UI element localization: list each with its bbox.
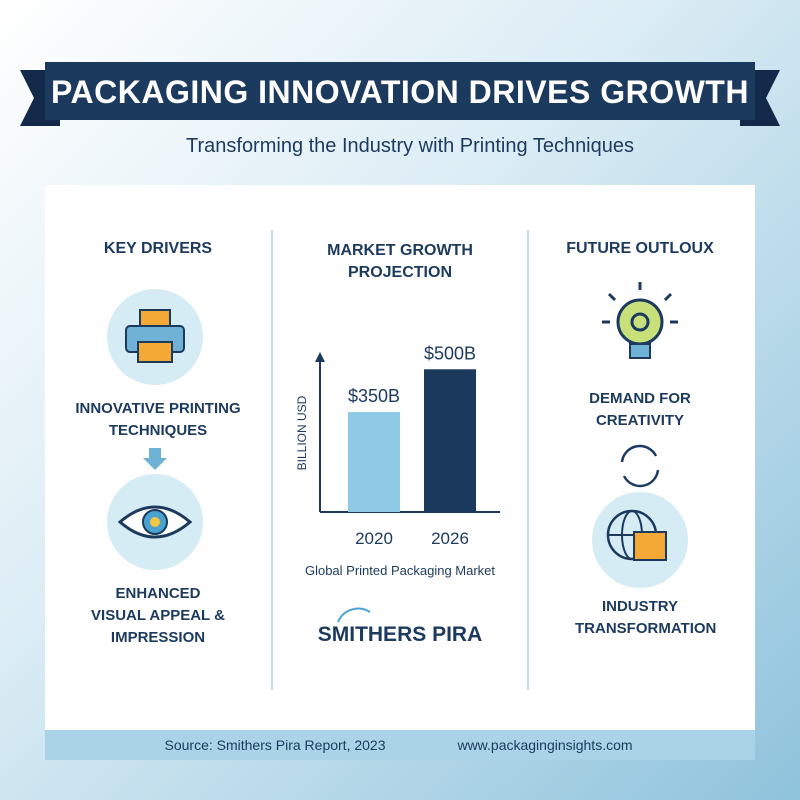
bar — [348, 412, 400, 512]
printer-icon — [137, 341, 173, 363]
logo: SMITHERS PIRA — [318, 623, 483, 646]
x-tick-label: 2026 — [431, 529, 469, 548]
footer-bar — [45, 730, 755, 760]
axis-arrow — [315, 352, 325, 362]
column-heading: FUTURE OUTLOUX — [566, 240, 714, 257]
value-label: $500B — [424, 343, 476, 363]
bulb-icon — [629, 343, 651, 359]
gear-icon — [630, 312, 650, 332]
x-axis-label: Global Printed Packaging Market — [305, 563, 495, 578]
box-icon — [633, 531, 667, 561]
bulb-icon — [616, 298, 664, 346]
item-label: INNOVATIVE PRINTING TECHNIQUES — [75, 400, 241, 439]
cycle-icon — [620, 444, 658, 463]
y-axis-label: BILLION USD — [295, 395, 309, 470]
arrow — [143, 448, 167, 470]
column-heading: KEY DRIVERS — [103, 240, 213, 257]
value-label: $350B — [348, 386, 400, 406]
item-label: INDUSTRY TRANSFORMATION — [575, 598, 717, 637]
chart-title: MARKET GROWTH PROJECTION — [327, 242, 473, 281]
banner — [45, 62, 755, 120]
item-label: ENHANCED VISUAL APPEAL & IMPRESSION — [91, 585, 225, 646]
cycle-icon — [622, 469, 660, 488]
x-tick-label: 2020 — [355, 529, 393, 548]
footer-website: www.packaginginsights.com — [457, 737, 633, 753]
footer-source: Source: Smithers Pira Report, 2023 — [164, 737, 386, 753]
logo-swoosh — [337, 607, 371, 623]
item-label: DEMAND FOR CREATIVITY — [589, 390, 691, 429]
eye-icon — [150, 517, 160, 527]
title: PACKAGING INNOVATION DRIVES GROWTH — [51, 74, 749, 110]
bar — [424, 369, 476, 512]
subtitle: Transforming the Industry with Printing … — [186, 135, 634, 157]
rays — [602, 282, 678, 324]
